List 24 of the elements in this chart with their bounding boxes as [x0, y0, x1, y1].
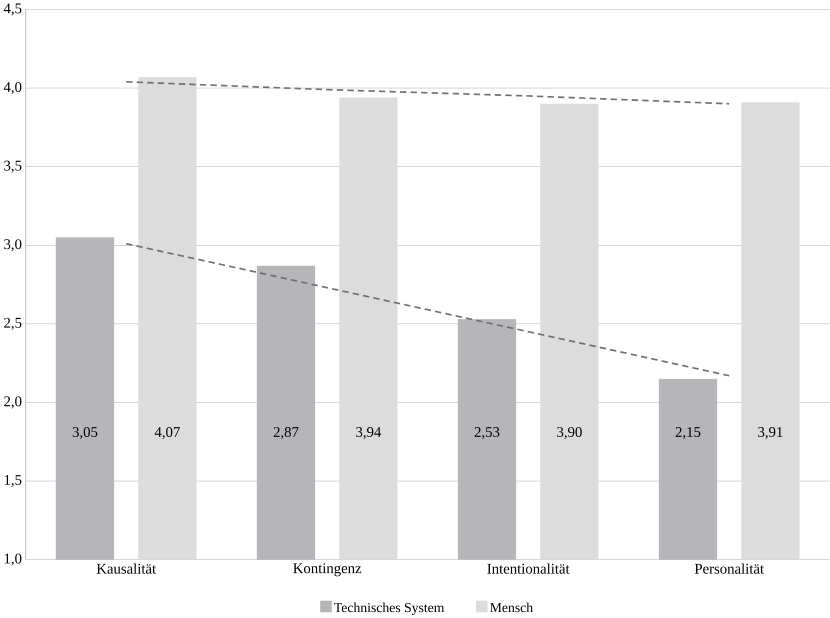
line-series: [125, 242, 730, 377]
line-series: [125, 81, 730, 105]
x-tick-label: Kontingenz: [293, 563, 362, 576]
data-label: 3,05: [72, 427, 98, 440]
data-label: 3,94: [356, 427, 382, 440]
y-tick-label: 3,0: [4, 239, 22, 252]
x-tick-label: Kausalität: [96, 563, 156, 574]
legend-label: Mensch: [490, 602, 533, 612]
y-tick-label: 3,5: [4, 160, 22, 173]
legend-label: Technisches System: [334, 602, 444, 616]
x-tick-label: Intentionalität: [487, 563, 570, 574]
y-tick-label: 4,5: [4, 4, 22, 16]
y-tick-label: 2,0: [4, 396, 22, 409]
data-label: 3,91: [758, 427, 782, 440]
x-tick-label: Personalität: [694, 563, 764, 574]
data-label: 2,15: [676, 427, 700, 440]
y-tick-label: 4,0: [4, 82, 22, 94]
data-label: 2,87: [274, 427, 298, 440]
y-tick-label: 1,0: [4, 554, 22, 566]
y-tick-label: 1,5: [4, 475, 22, 488]
y-tick-label: 2,5: [4, 318, 22, 330]
data-label: 3,90: [557, 427, 582, 440]
data-label: 2,53: [474, 427, 500, 440]
data-label: 4,07: [154, 427, 180, 440]
